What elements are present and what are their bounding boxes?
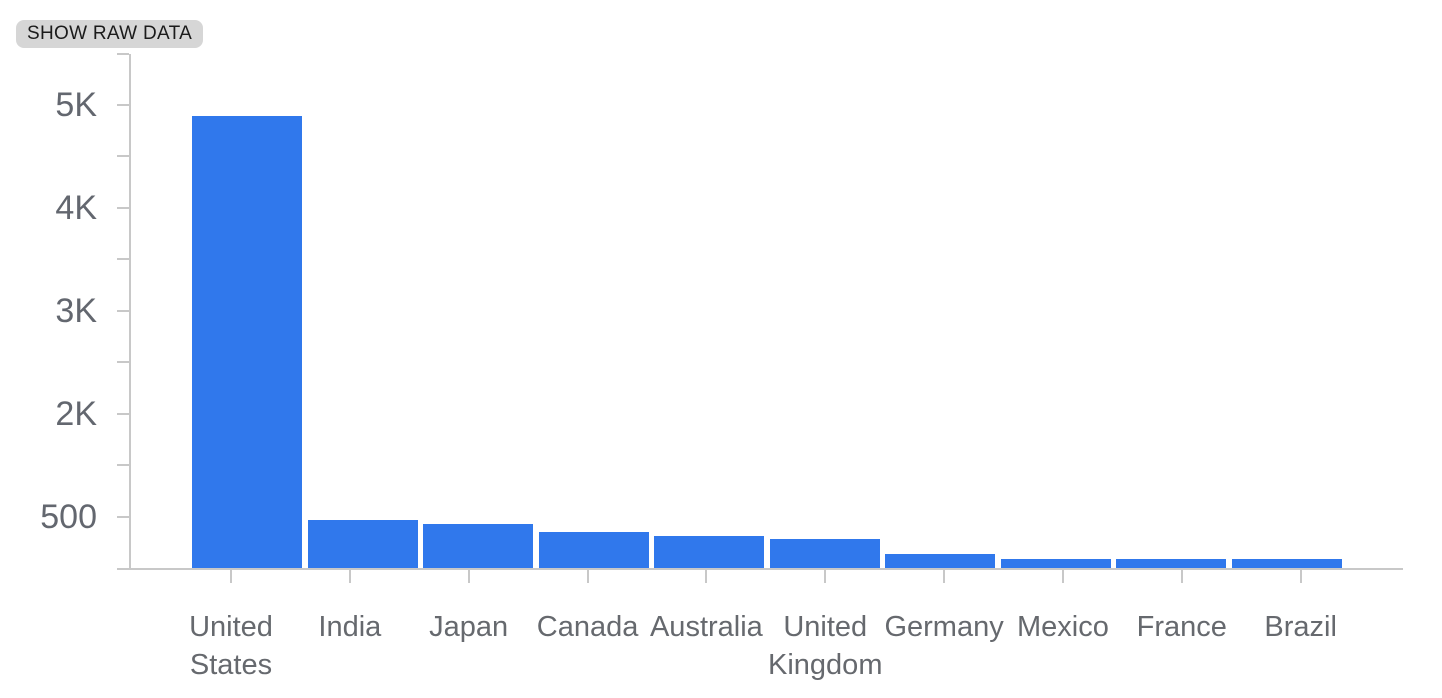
x-category-label: Japan xyxy=(429,611,509,643)
x-tick xyxy=(1299,570,1302,583)
x-category-label: France xyxy=(1136,611,1227,643)
x-tick xyxy=(230,570,232,583)
x-tick xyxy=(348,570,351,583)
y-tick xyxy=(117,258,129,261)
y-tick-label: 2K xyxy=(55,394,97,433)
x-tick xyxy=(705,570,708,583)
y-tick-label: 5K xyxy=(55,85,97,124)
y-tick xyxy=(117,52,129,55)
bar[interactable] xyxy=(1231,559,1342,570)
bar[interactable] xyxy=(1000,558,1111,570)
x-category-label: India xyxy=(318,611,382,643)
bar[interactable] xyxy=(654,536,764,570)
y-tick-label: 3K xyxy=(55,291,97,330)
x-tick xyxy=(586,570,589,583)
x-tick xyxy=(1061,570,1064,583)
x-category-label: United Kingdom xyxy=(768,611,883,681)
x-category-label: Germany xyxy=(884,611,1004,643)
y-axis-line xyxy=(129,53,131,570)
x-category-label: Mexico xyxy=(1017,611,1109,643)
x-axis-line xyxy=(117,568,1403,570)
y-tick xyxy=(117,206,129,209)
y-tick xyxy=(117,361,129,364)
y-tick-label: 4K xyxy=(55,188,97,227)
x-tick xyxy=(824,570,827,583)
show-raw-data-button[interactable]: SHOW RAW DATA xyxy=(16,20,204,48)
y-tick xyxy=(117,515,129,518)
x-category-label: United States xyxy=(189,611,273,681)
bar[interactable] xyxy=(769,538,880,570)
bar[interactable] xyxy=(885,553,995,570)
y-tick xyxy=(117,309,129,312)
x-tick xyxy=(467,570,470,583)
y-tick-label: 500 xyxy=(40,497,97,536)
y-tick xyxy=(117,412,129,415)
bar[interactable] xyxy=(1116,559,1226,570)
x-category-label: Brazil xyxy=(1264,611,1337,643)
x-tick xyxy=(943,570,946,583)
y-tick xyxy=(117,464,129,467)
bar[interactable] xyxy=(423,523,533,570)
x-category-label: Canada xyxy=(536,611,639,643)
y-tick xyxy=(117,103,129,106)
bar[interactable] xyxy=(192,116,302,570)
x-category-label: Australia xyxy=(649,611,763,643)
x-tick xyxy=(1180,570,1183,583)
bar[interactable] xyxy=(307,519,418,570)
y-tick xyxy=(117,155,129,158)
bar[interactable] xyxy=(538,531,649,570)
